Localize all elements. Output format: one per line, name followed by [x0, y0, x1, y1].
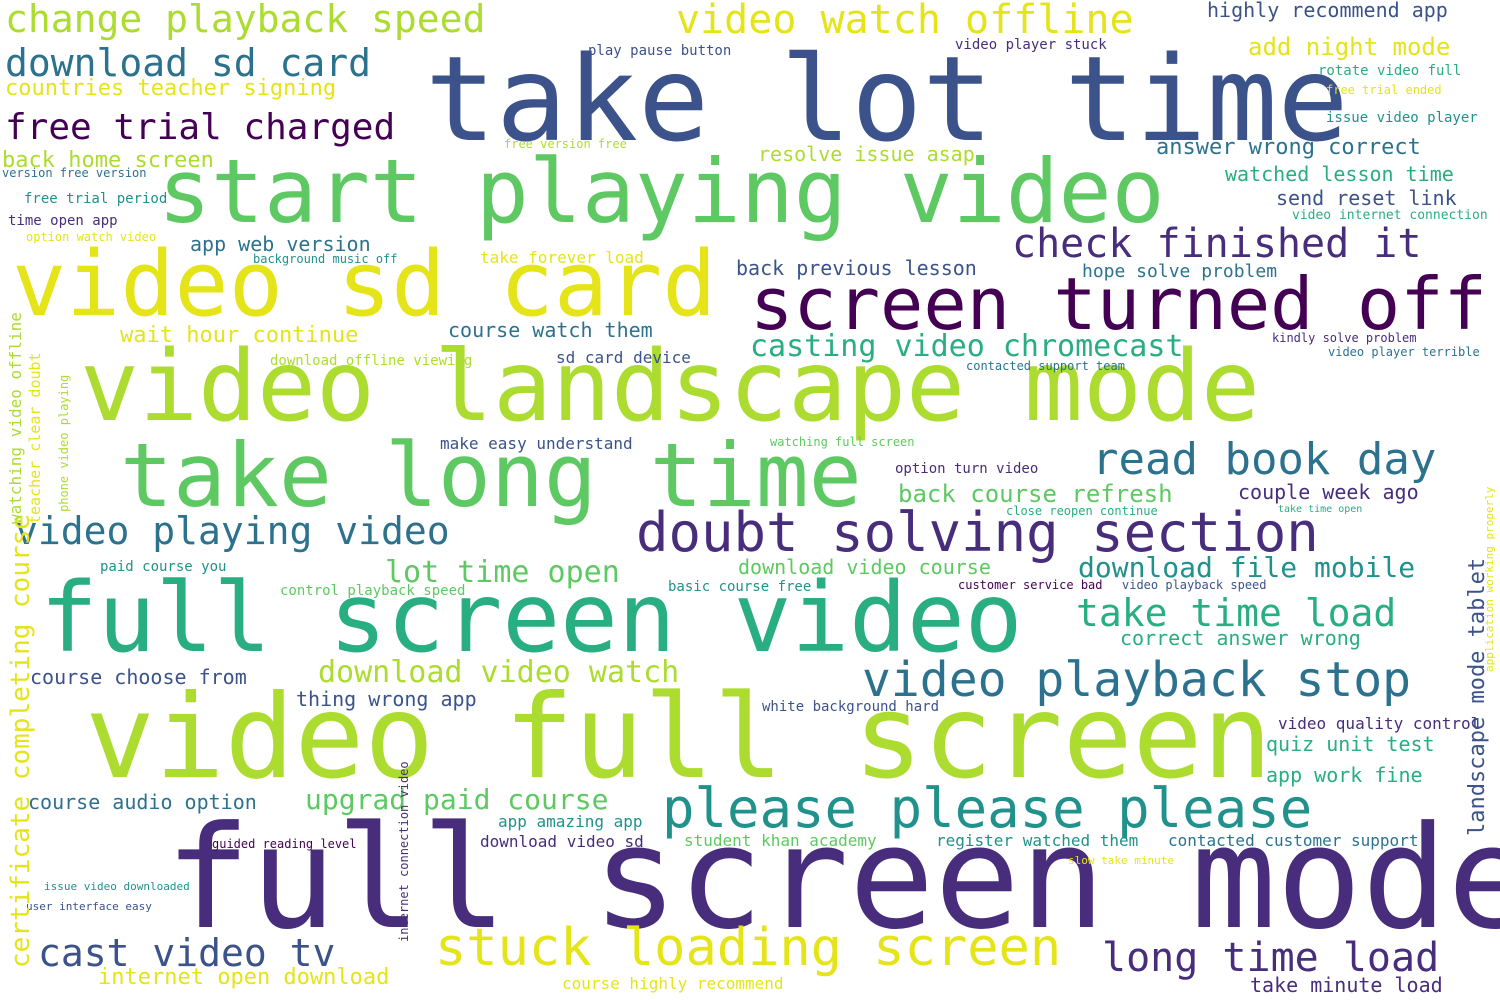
cloud-word: rotate video full	[1318, 63, 1462, 79]
cloud-word: watched lesson time	[1225, 162, 1454, 186]
cloud-word: download video sd	[480, 832, 644, 851]
cloud-word: issue video downloaded	[44, 880, 190, 893]
cloud-word: video landscape mode	[80, 330, 1261, 444]
cloud-word: control playback speed	[280, 583, 466, 599]
cloud-word: video player terrible	[1328, 345, 1480, 359]
cloud-word: please please please	[662, 777, 1313, 840]
cloud-word: video watch offline	[676, 0, 1134, 43]
cloud-word: app web version	[190, 232, 371, 256]
cloud-word: course watch them	[448, 318, 653, 342]
cloud-word: close reopen continue	[1006, 504, 1158, 518]
cloud-word: check finished it	[1012, 221, 1422, 267]
cloud-word: course choose from	[30, 665, 247, 689]
cloud-word: screen turned off	[750, 262, 1487, 346]
cloud-word: internet open download	[98, 965, 390, 990]
cloud-word: countries teacher signing	[5, 76, 337, 101]
cloud-word: background music off	[253, 252, 398, 266]
cloud-word: take forever load	[480, 248, 644, 267]
cloud-word: change playback speed	[5, 0, 486, 41]
cloud-word: download offline viewing	[270, 353, 473, 369]
cloud-word: customer service bad	[958, 578, 1103, 592]
cloud-word: kindly solve problem	[1272, 331, 1417, 345]
cloud-word: video playing video	[15, 509, 450, 553]
cloud-word: wait hour continue	[120, 323, 359, 348]
cloud-word: guided reading level	[212, 837, 357, 851]
cloud-word: back previous lesson	[736, 256, 977, 280]
cloud-word: download video course	[738, 555, 991, 579]
cloud-word: couple week ago	[1238, 480, 1419, 504]
cloud-word: free trial ended	[1326, 83, 1442, 97]
cloud-word: video playback speed	[1122, 578, 1267, 592]
cloud-word: app work fine	[1266, 763, 1423, 787]
cloud-word: lot time open	[385, 555, 620, 590]
cloud-word: hope solve problem	[1082, 261, 1278, 282]
cloud-word: contacted customer support	[1168, 831, 1419, 850]
cloud-word: watching video offline	[6, 312, 25, 524]
cloud-word: option watch video	[26, 230, 157, 244]
cloud-word: option turn video	[895, 461, 1039, 477]
cloud-word: start playing video	[158, 140, 1165, 243]
cloud-word: make easy understand	[440, 434, 633, 453]
cloud-word: quiz unit test	[1266, 732, 1435, 756]
cloud-word: version free version	[2, 166, 147, 180]
cloud-word: take time open	[1278, 504, 1363, 515]
cloud-word: add night mode	[1248, 33, 1451, 61]
cloud-word: download video watch	[318, 655, 680, 690]
cloud-word: video playback stop	[862, 652, 1412, 708]
cloud-word: back course refresh	[898, 480, 1173, 508]
cloud-word: play pause button	[588, 43, 732, 59]
cloud-word: download sd card	[5, 41, 372, 85]
cloud-word: user interface easy	[26, 900, 152, 913]
cloud-word: time open app	[8, 213, 118, 229]
cloud-word: contacted support team	[966, 359, 1125, 373]
cloud-word: long time load	[1102, 935, 1440, 981]
cloud-word: basic course free	[668, 579, 812, 595]
cloud-word: register watched them	[936, 831, 1139, 850]
cloud-word: correct answer wrong	[1120, 626, 1361, 650]
cloud-word: send reset link	[1276, 186, 1457, 210]
cloud-word: app amazing app	[498, 812, 643, 831]
cloud-word: thing wrong app	[296, 687, 477, 711]
cloud-word: course highly recommend	[562, 974, 784, 993]
cloud-word: full screen mode	[165, 796, 1500, 961]
cloud-word: free version free	[504, 137, 627, 151]
cloud-word: stuck loading screen	[435, 918, 1062, 978]
cloud-word: video full screen	[85, 670, 1273, 805]
cloud-word: full screen video	[40, 562, 1023, 674]
cloud-word: white background hard	[762, 699, 940, 715]
cloud-word: video player stuck	[955, 37, 1107, 53]
cloud-word: upgrad paid course	[305, 783, 609, 816]
cloud-word: highly recommend app	[1207, 0, 1448, 22]
cloud-word: back home screen	[2, 148, 214, 173]
cloud-word: internet connection video	[397, 761, 411, 942]
cloud-word: video quality control	[1278, 714, 1481, 733]
cloud-word: read book day	[1092, 434, 1437, 485]
cloud-word: doubt solving section	[636, 501, 1319, 564]
cloud-word: resolve issue asap	[758, 142, 975, 166]
cloud-word: take time load	[1076, 591, 1397, 635]
cloud-word: video internet connection	[1292, 208, 1488, 223]
cloud-word: video sd card	[12, 232, 717, 337]
cloud-word: certificate completing course	[6, 514, 36, 968]
cloud-word: slow take minute	[1068, 854, 1174, 867]
cloud-word: cast video tv	[38, 931, 336, 975]
cloud-word: application working properly	[1483, 486, 1496, 672]
cloud-word: student khan academy	[684, 831, 877, 850]
cloud-word: sd card device	[556, 348, 691, 367]
cloud-word: casting video chromecast	[750, 329, 1184, 364]
cloud-word: free trial period	[24, 191, 168, 207]
cloud-word: take minute load	[1250, 973, 1443, 997]
cloud-word: free trial charged	[5, 107, 396, 148]
cloud-word: teacher clear doubt	[26, 352, 44, 524]
cloud-word: take lot time	[425, 30, 1349, 168]
cloud-word: issue video player	[1326, 110, 1478, 126]
cloud-word: answer wrong correct	[1156, 135, 1421, 160]
cloud-word: take long time	[120, 424, 862, 527]
cloud-word: watching full screen	[770, 435, 915, 449]
cloud-word: download file mobile	[1078, 551, 1416, 584]
cloud-word: phone video playing	[57, 374, 71, 512]
cloud-word: course audio option	[28, 790, 257, 814]
cloud-word: paid course you	[100, 559, 227, 575]
